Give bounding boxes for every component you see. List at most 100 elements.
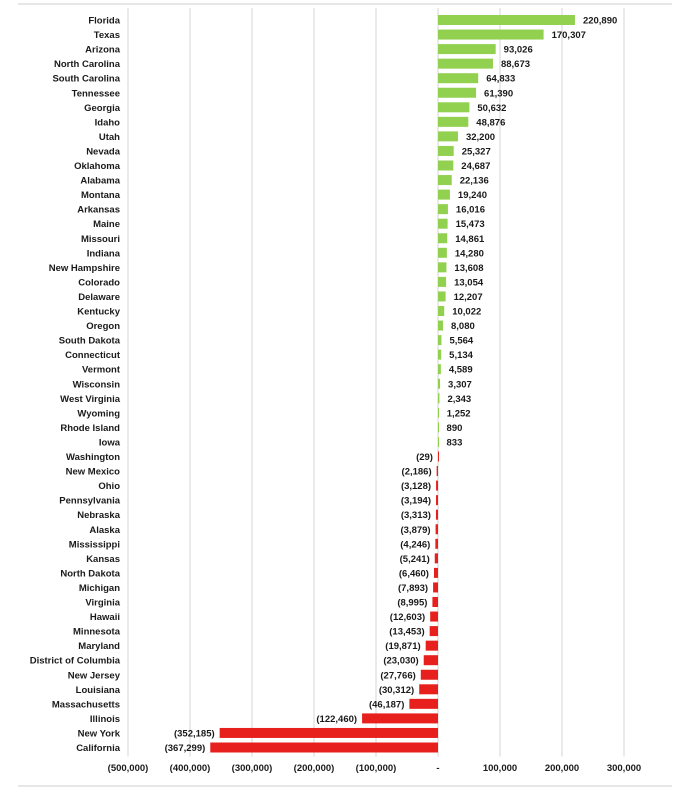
- category-label-alabama: Alabama: [80, 176, 120, 187]
- bar-california: [210, 742, 438, 753]
- value-label-rhode-island: 890: [447, 423, 463, 434]
- bar-arizona: [438, 44, 496, 55]
- value-label-new-jersey: (27,766): [380, 670, 415, 681]
- value-label-south-dakota: 5,564: [449, 336, 473, 347]
- bar-vermont: [438, 364, 441, 375]
- category-label-pennsylvania: Pennsylvania: [59, 496, 120, 507]
- category-label-new-mexico: New Mexico: [66, 467, 121, 478]
- bar-new-jersey: [420, 669, 438, 680]
- value-label-oregon: 8,080: [451, 321, 475, 332]
- bar-montana: [438, 189, 450, 200]
- value-label-south-carolina: 64,833: [486, 74, 515, 85]
- value-label-virginia: (8,995): [397, 598, 427, 609]
- x-tick-label-0: (500,000): [108, 763, 149, 774]
- bar-massachusetts: [409, 698, 438, 709]
- category-label-california: California: [76, 743, 121, 754]
- bar-arkansas: [438, 204, 448, 215]
- category-label-rhode-island: Rhode Island: [60, 423, 120, 434]
- category-label-tennessee: Tennessee: [72, 88, 120, 99]
- category-label-arizona: Arizona: [85, 45, 121, 56]
- category-label-north-dakota: North Dakota: [60, 568, 120, 579]
- value-label-minnesota: (13,453): [389, 627, 424, 638]
- value-label-nevada: 25,327: [462, 146, 491, 157]
- bar-delaware: [438, 291, 446, 302]
- category-label-delaware: Delaware: [78, 292, 120, 303]
- category-label-kansas: Kansas: [86, 554, 120, 565]
- value-label-idaho: 48,876: [476, 117, 505, 128]
- category-label-mississippi: Mississippi: [69, 539, 120, 550]
- bar-texas: [438, 29, 544, 40]
- category-label-nevada: Nevada: [86, 146, 121, 157]
- category-label-hawaii: Hawaii: [90, 612, 120, 623]
- bar-maryland: [425, 640, 438, 651]
- bar-ohio: [436, 480, 438, 491]
- value-label-ohio: (3,128): [401, 481, 431, 492]
- category-label-district-of-columbia: District of Columbia: [30, 656, 121, 667]
- category-label-georgia: Georgia: [84, 103, 121, 114]
- value-label-oklahoma: 24,687: [461, 161, 490, 172]
- bar-alaska: [435, 524, 438, 535]
- value-label-arizona: 93,026: [504, 45, 533, 56]
- category-label-kentucky: Kentucky: [77, 307, 120, 318]
- value-label-north-carolina: 88,673: [501, 59, 530, 70]
- category-label-new-hampshire: New Hampshire: [49, 263, 120, 274]
- bar-washington: [437, 451, 439, 462]
- category-label-missouri: Missouri: [81, 234, 120, 245]
- bar-new-hampshire: [438, 262, 447, 273]
- category-label-new-york: New York: [78, 728, 121, 739]
- x-tick-label-6: 100,000: [483, 763, 517, 774]
- category-label-oregon: Oregon: [86, 321, 120, 332]
- category-label-arkansas: Arkansas: [77, 205, 120, 216]
- value-label-kentucky: 10,022: [452, 307, 481, 318]
- bar-louisiana: [419, 684, 438, 695]
- value-label-maine: 15,473: [456, 219, 485, 230]
- value-label-indiana: 14,280: [455, 248, 484, 259]
- value-label-delaware: 12,207: [454, 292, 483, 303]
- x-tick-label-5: -: [436, 763, 439, 774]
- category-label-montana: Montana: [81, 190, 121, 201]
- value-label-michigan: (7,893): [398, 583, 428, 594]
- value-label-georgia: 50,632: [477, 103, 506, 114]
- category-label-virginia: Virginia: [85, 598, 120, 609]
- bar-minnesota: [429, 626, 438, 637]
- x-tick-label-4: (100,000): [356, 763, 397, 774]
- value-label-arkansas: 16,016: [456, 205, 485, 216]
- value-label-missouri: 14,861: [455, 234, 485, 245]
- value-label-wyoming: 1,252: [447, 408, 471, 419]
- value-label-pennsylvania: (3,194): [401, 496, 431, 507]
- value-label-hawaii: (12,603): [390, 612, 425, 623]
- bar-south-carolina: [438, 73, 479, 84]
- value-label-montana: 19,240: [458, 190, 487, 201]
- value-label-texas: 170,307: [552, 30, 586, 41]
- category-label-minnesota: Minnesota: [73, 627, 121, 638]
- value-label-district-of-columbia: (23,030): [383, 656, 418, 667]
- bar-rhode-island: [438, 422, 439, 433]
- bar-north-dakota: [433, 567, 438, 578]
- bar-oklahoma: [438, 160, 454, 171]
- bar-utah: [438, 131, 458, 142]
- value-label-connecticut: 5,134: [449, 350, 473, 361]
- x-tick-label-7: 200,000: [545, 763, 579, 774]
- category-label-texas: Texas: [94, 30, 120, 41]
- bar-connecticut: [438, 349, 442, 360]
- bar-pennsylvania: [436, 495, 438, 506]
- category-label-maryland: Maryland: [78, 641, 120, 652]
- value-label-new-hampshire: 13,608: [454, 263, 483, 274]
- value-label-alaska: (3,879): [400, 525, 430, 536]
- value-label-maryland: (19,871): [385, 641, 420, 652]
- category-labels: Florida Texas Arizona North Carolina South C…: [30, 16, 121, 755]
- bar-nevada: [438, 145, 454, 156]
- gridlines: [127, 8, 625, 757]
- category-label-maine: Maine: [93, 219, 120, 230]
- bar-illinois: [362, 713, 438, 724]
- category-label-alaska: Alaska: [89, 525, 120, 536]
- bar-indiana: [438, 247, 447, 258]
- bars: [210, 15, 575, 753]
- bar-kansas: [434, 553, 438, 564]
- bar-alabama: [438, 175, 452, 186]
- x-tick-label-8: 300,000: [607, 763, 641, 774]
- category-label-michigan: Michigan: [79, 583, 120, 594]
- value-label-alabama: 22,136: [460, 176, 489, 187]
- value-label-massachusetts: (46,187): [369, 699, 404, 710]
